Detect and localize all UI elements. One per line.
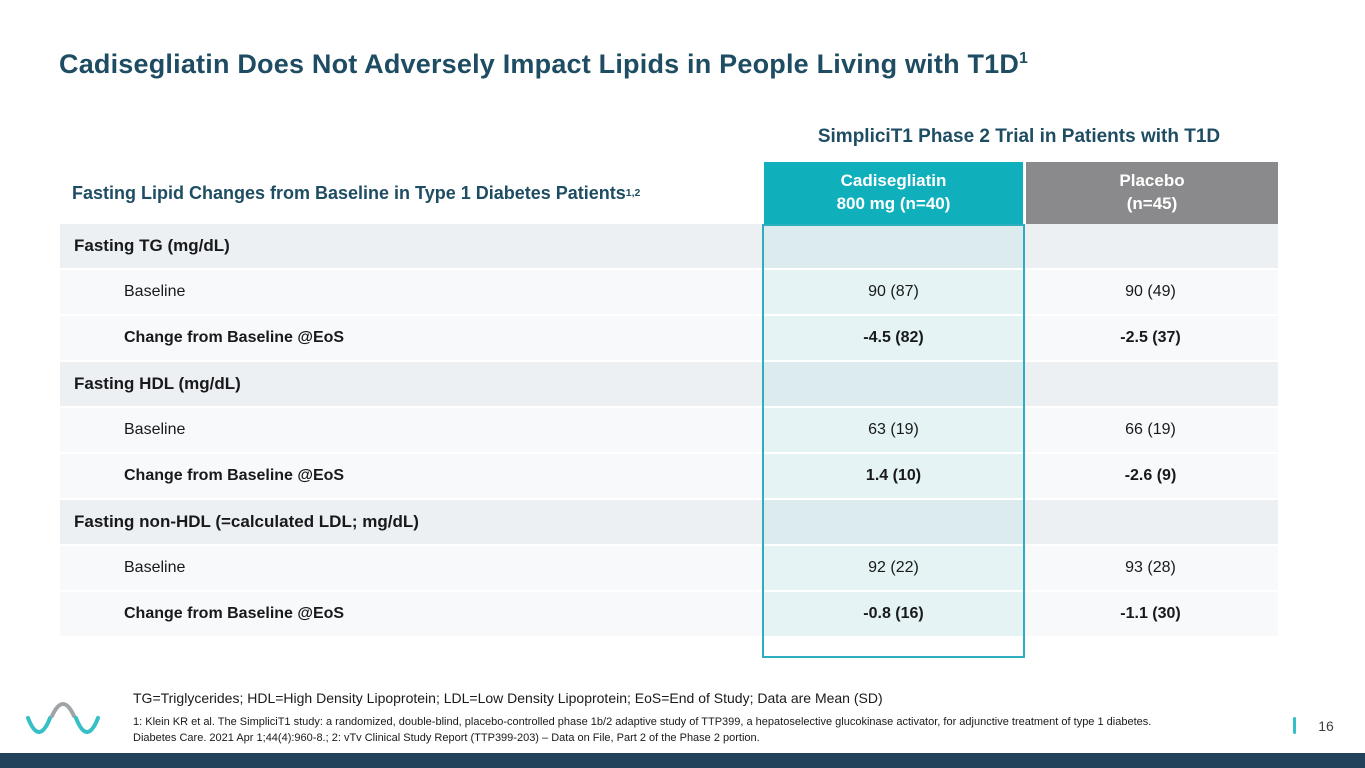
page-number: 16 <box>1318 718 1334 734</box>
table-row: Change from Baseline @EoS -0.8 (16) -1.1… <box>60 592 1278 638</box>
cadisegliatin-value: 92 (22) <box>764 546 1023 590</box>
abbreviations-footnote: TG=Triglycerides; HDL=High Density Lipop… <box>133 690 883 706</box>
placebo-header-line2: (n=45) <box>1126 194 1178 213</box>
vtv-logo-icon <box>25 701 103 752</box>
cadisegliatin-header-line2: 800 mg (n=40) <box>836 194 951 213</box>
placebo-value <box>1023 224 1278 268</box>
placebo-value: 66 (19) <box>1023 408 1278 452</box>
row-label: Fasting TG (mg/dL) <box>60 224 764 268</box>
table-row: Baseline 92 (22) 93 (28) <box>60 546 1278 592</box>
column-header-placebo: Placebo (n=45) <box>1026 162 1278 224</box>
row-label: Change from Baseline @EoS <box>60 454 764 498</box>
cadisegliatin-value <box>764 224 1023 268</box>
cadisegliatin-value: 63 (19) <box>764 408 1023 452</box>
cadisegliatin-header-line1: Cadisegliatin <box>840 171 947 191</box>
placebo-value <box>1023 362 1278 406</box>
row-label: Change from Baseline @EoS <box>60 316 764 360</box>
table-caption: SimpliciT1 Phase 2 Trial in Patients wit… <box>817 126 1221 147</box>
placebo-value <box>1023 500 1278 544</box>
cadisegliatin-value <box>764 500 1023 544</box>
table-row: Fasting non-HDL (=calculated LDL; mg/dL) <box>60 500 1278 546</box>
column-header-cadisegliatin: Cadisegliatin 800 mg (n=40) <box>764 162 1023 224</box>
row-header-text: Fasting Lipid Changes from Baseline in T… <box>72 182 626 203</box>
slide-title: Cadisegliatin Does Not Adversely Impact … <box>59 49 1309 80</box>
placebo-value: 90 (49) <box>1023 270 1278 314</box>
row-label: Fasting non-HDL (=calculated LDL; mg/dL) <box>60 500 764 544</box>
bottom-bar <box>0 753 1365 768</box>
table-row: Change from Baseline @EoS -4.5 (82) -2.5… <box>60 316 1278 362</box>
table-row: Baseline 90 (87) 90 (49) <box>60 270 1278 316</box>
cadisegliatin-value: -4.5 (82) <box>764 316 1023 360</box>
row-label: Baseline <box>60 408 764 452</box>
row-label: Fasting HDL (mg/dL) <box>60 362 764 406</box>
placebo-value: -2.5 (37) <box>1023 316 1278 360</box>
header-gap <box>1023 162 1026 224</box>
slide-title-text: Cadisegliatin Does Not Adversely Impact … <box>59 49 1020 79</box>
lipids-table: Fasting Lipid Changes from Baseline in T… <box>60 162 1278 658</box>
placebo-value: -1.1 (30) <box>1023 592 1278 636</box>
row-header: Fasting Lipid Changes from Baseline in T… <box>60 162 764 224</box>
reference-line-1: 1: Klein KR et al. The SimpliciT1 study:… <box>133 716 1152 728</box>
table-row: Fasting TG (mg/dL) <box>60 224 1278 270</box>
row-header-superscript: 1,2 <box>625 187 641 199</box>
cadisegliatin-value <box>764 362 1023 406</box>
cadisegliatin-value: 90 (87) <box>764 270 1023 314</box>
slide-title-superscript: 1 <box>1019 50 1028 67</box>
table-header-row: Fasting Lipid Changes from Baseline in T… <box>60 162 1278 224</box>
page-number-tick <box>1293 717 1296 734</box>
cadisegliatin-value: 1.4 (10) <box>764 454 1023 498</box>
placebo-value: -2.6 (9) <box>1023 454 1278 498</box>
placebo-header-line1: Placebo <box>1119 171 1185 191</box>
row-label: Baseline <box>60 546 764 590</box>
row-label: Baseline <box>60 270 764 314</box>
row-label: Change from Baseline @EoS <box>60 592 764 636</box>
cadisegliatin-value: -0.8 (16) <box>764 592 1023 636</box>
reference-line-2: Diabetes Care. 2021 Apr 1;44(4):960-8.; … <box>133 732 760 744</box>
table-row: Change from Baseline @EoS 1.4 (10) -2.6 … <box>60 454 1278 500</box>
table-row: Fasting HDL (mg/dL) <box>60 362 1278 408</box>
placebo-value: 93 (28) <box>1023 546 1278 590</box>
table-row: Baseline 63 (19) 66 (19) <box>60 408 1278 454</box>
references: 1: Klein KR et al. The SimpliciT1 study:… <box>133 714 1278 746</box>
